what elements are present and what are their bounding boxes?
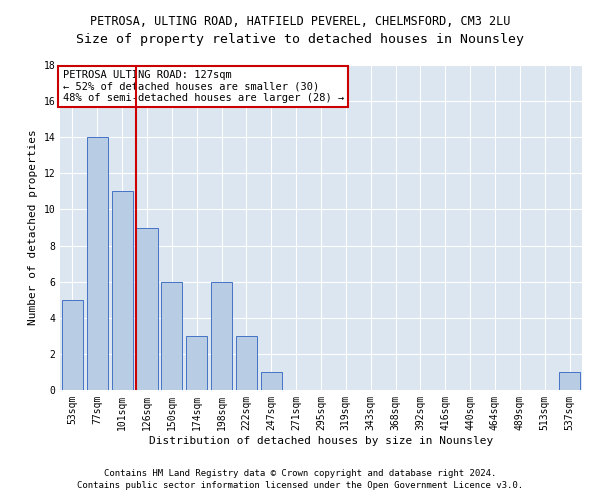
Bar [236,336,257,390]
Text: Contains public sector information licensed under the Open Government Licence v3: Contains public sector information licen… [77,481,523,490]
Bar [136,228,158,390]
Bar [559,372,580,390]
Text: Contains HM Land Registry data © Crown copyright and database right 2024.: Contains HM Land Registry data © Crown c… [104,468,496,477]
Bar [87,137,108,390]
Bar [186,336,207,390]
Text: Size of property relative to detached houses in Nounsley: Size of property relative to detached ho… [76,32,524,46]
Text: PETROSA ULTING ROAD: 127sqm
← 52% of detached houses are smaller (30)
48% of sem: PETROSA ULTING ROAD: 127sqm ← 52% of det… [62,70,344,103]
Bar [161,282,182,390]
X-axis label: Distribution of detached houses by size in Nounsley: Distribution of detached houses by size … [149,436,493,446]
Y-axis label: Number of detached properties: Number of detached properties [28,130,38,326]
Bar [211,282,232,390]
Bar [62,300,83,390]
Bar [261,372,282,390]
Text: PETROSA, ULTING ROAD, HATFIELD PEVEREL, CHELMSFORD, CM3 2LU: PETROSA, ULTING ROAD, HATFIELD PEVEREL, … [90,15,510,28]
Bar [112,192,133,390]
